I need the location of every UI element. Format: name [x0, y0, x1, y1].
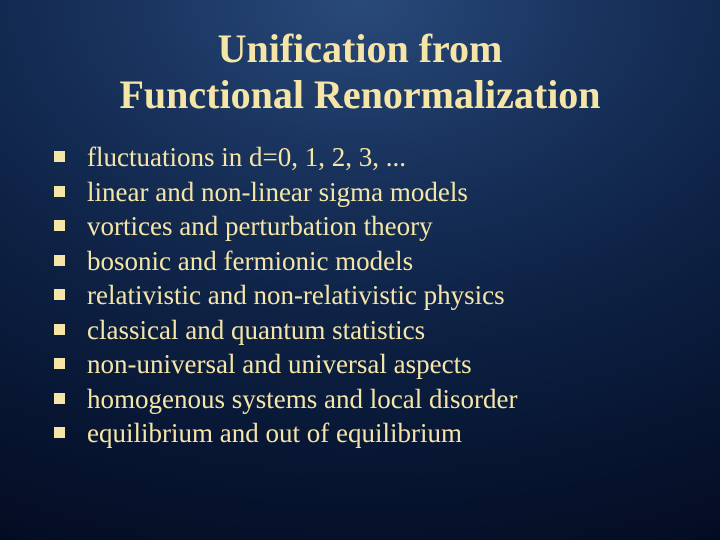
bullet-text: relativistic and non-relativistic physic…	[87, 278, 680, 313]
bullet-item: linear and non-linear sigma models	[54, 175, 680, 210]
title-line-2: Functional Renormalization	[119, 72, 600, 117]
bullet-item: bosonic and fermionic models	[54, 244, 680, 279]
bullet-text: fluctuations in d=0, 1, 2, 3, ...	[87, 140, 680, 175]
bullet-text: bosonic and fermionic models	[87, 244, 680, 279]
bullet-marker-icon	[54, 358, 65, 369]
bullet-text: vortices and perturbation theory	[87, 209, 680, 244]
bullet-text: homogenous systems and local disorder	[87, 382, 680, 417]
bullet-item: equilibrium and out of equilibrium	[54, 416, 680, 451]
bullet-text: equilibrium and out of equilibrium	[87, 416, 680, 451]
bullet-marker-icon	[54, 220, 65, 231]
bullet-marker-icon	[54, 393, 65, 404]
slide-title: Unification from Functional Renormalizat…	[40, 26, 680, 118]
bullet-item: non-universal and universal aspects	[54, 347, 680, 382]
bullet-marker-icon	[54, 324, 65, 335]
bullet-item: vortices and perturbation theory	[54, 209, 680, 244]
bullet-text: classical and quantum statistics	[87, 313, 680, 348]
bullet-item: classical and quantum statistics	[54, 313, 680, 348]
bullet-marker-icon	[54, 427, 65, 438]
bullet-marker-icon	[54, 289, 65, 300]
bullet-text: linear and non-linear sigma models	[87, 175, 680, 210]
bullet-item: homogenous systems and local disorder	[54, 382, 680, 417]
bullet-item: relativistic and non-relativistic physic…	[54, 278, 680, 313]
bullet-list: fluctuations in d=0, 1, 2, 3, ...linear …	[40, 140, 680, 451]
slide: Unification from Functional Renormalizat…	[0, 0, 720, 540]
title-line-1: Unification from	[218, 26, 503, 71]
bullet-text: non-universal and universal aspects	[87, 347, 680, 382]
bullet-marker-icon	[54, 255, 65, 266]
bullet-item: fluctuations in d=0, 1, 2, 3, ...	[54, 140, 680, 175]
bullet-marker-icon	[54, 151, 65, 162]
bullet-marker-icon	[54, 186, 65, 197]
